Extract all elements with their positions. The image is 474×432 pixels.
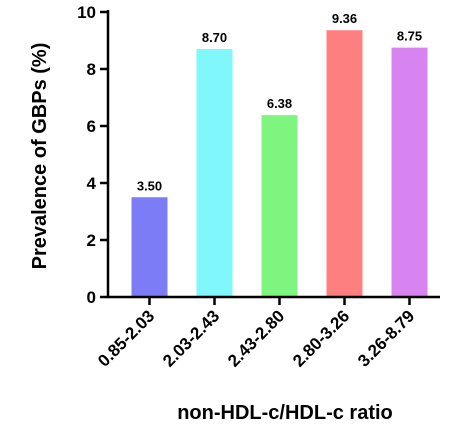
x-tick-label: 3.26-8.79: [354, 306, 418, 370]
value-label: 8.70: [202, 30, 227, 45]
value-labels: 3.50 8.70 6.38 9.36 8.75: [137, 11, 422, 193]
x-tick-label: 2.80-3.26: [289, 306, 353, 370]
x-axis: 0.85-2.03 2.03-2.43 2.43-2.80 2.80-3.26 3.26…: [94, 295, 440, 371]
value-label: 6.38: [267, 96, 292, 111]
x-axis-title: non-HDL-c/HDL-c ratio: [177, 402, 393, 424]
y-tick-label: 2: [87, 231, 96, 250]
y-tick-label: 6: [87, 117, 96, 136]
value-label: 9.36: [332, 11, 357, 26]
x-tick-label: 2.43-2.80: [224, 306, 288, 370]
bar-3: [261, 115, 298, 297]
value-label: 8.75: [397, 29, 422, 44]
y-tick-label: 4: [87, 174, 97, 193]
bars: [131, 30, 428, 298]
x-tick-label: 2.03-2.43: [159, 306, 223, 370]
bar-4: [326, 30, 363, 298]
y-tick-label: 0: [87, 288, 96, 307]
x-tick-label: 0.85-2.03: [94, 306, 158, 370]
bar-5: [391, 47, 428, 297]
value-label: 3.50: [137, 178, 162, 193]
y-axis-title: Prevalence of GBPs (%): [29, 43, 51, 270]
y-axis: 0 2 4 6 8 10: [77, 3, 110, 307]
bar-1: [131, 197, 168, 297]
y-tick-label: 8: [87, 60, 96, 79]
bar-2: [196, 49, 233, 297]
y-tick-label: 10: [77, 3, 96, 22]
